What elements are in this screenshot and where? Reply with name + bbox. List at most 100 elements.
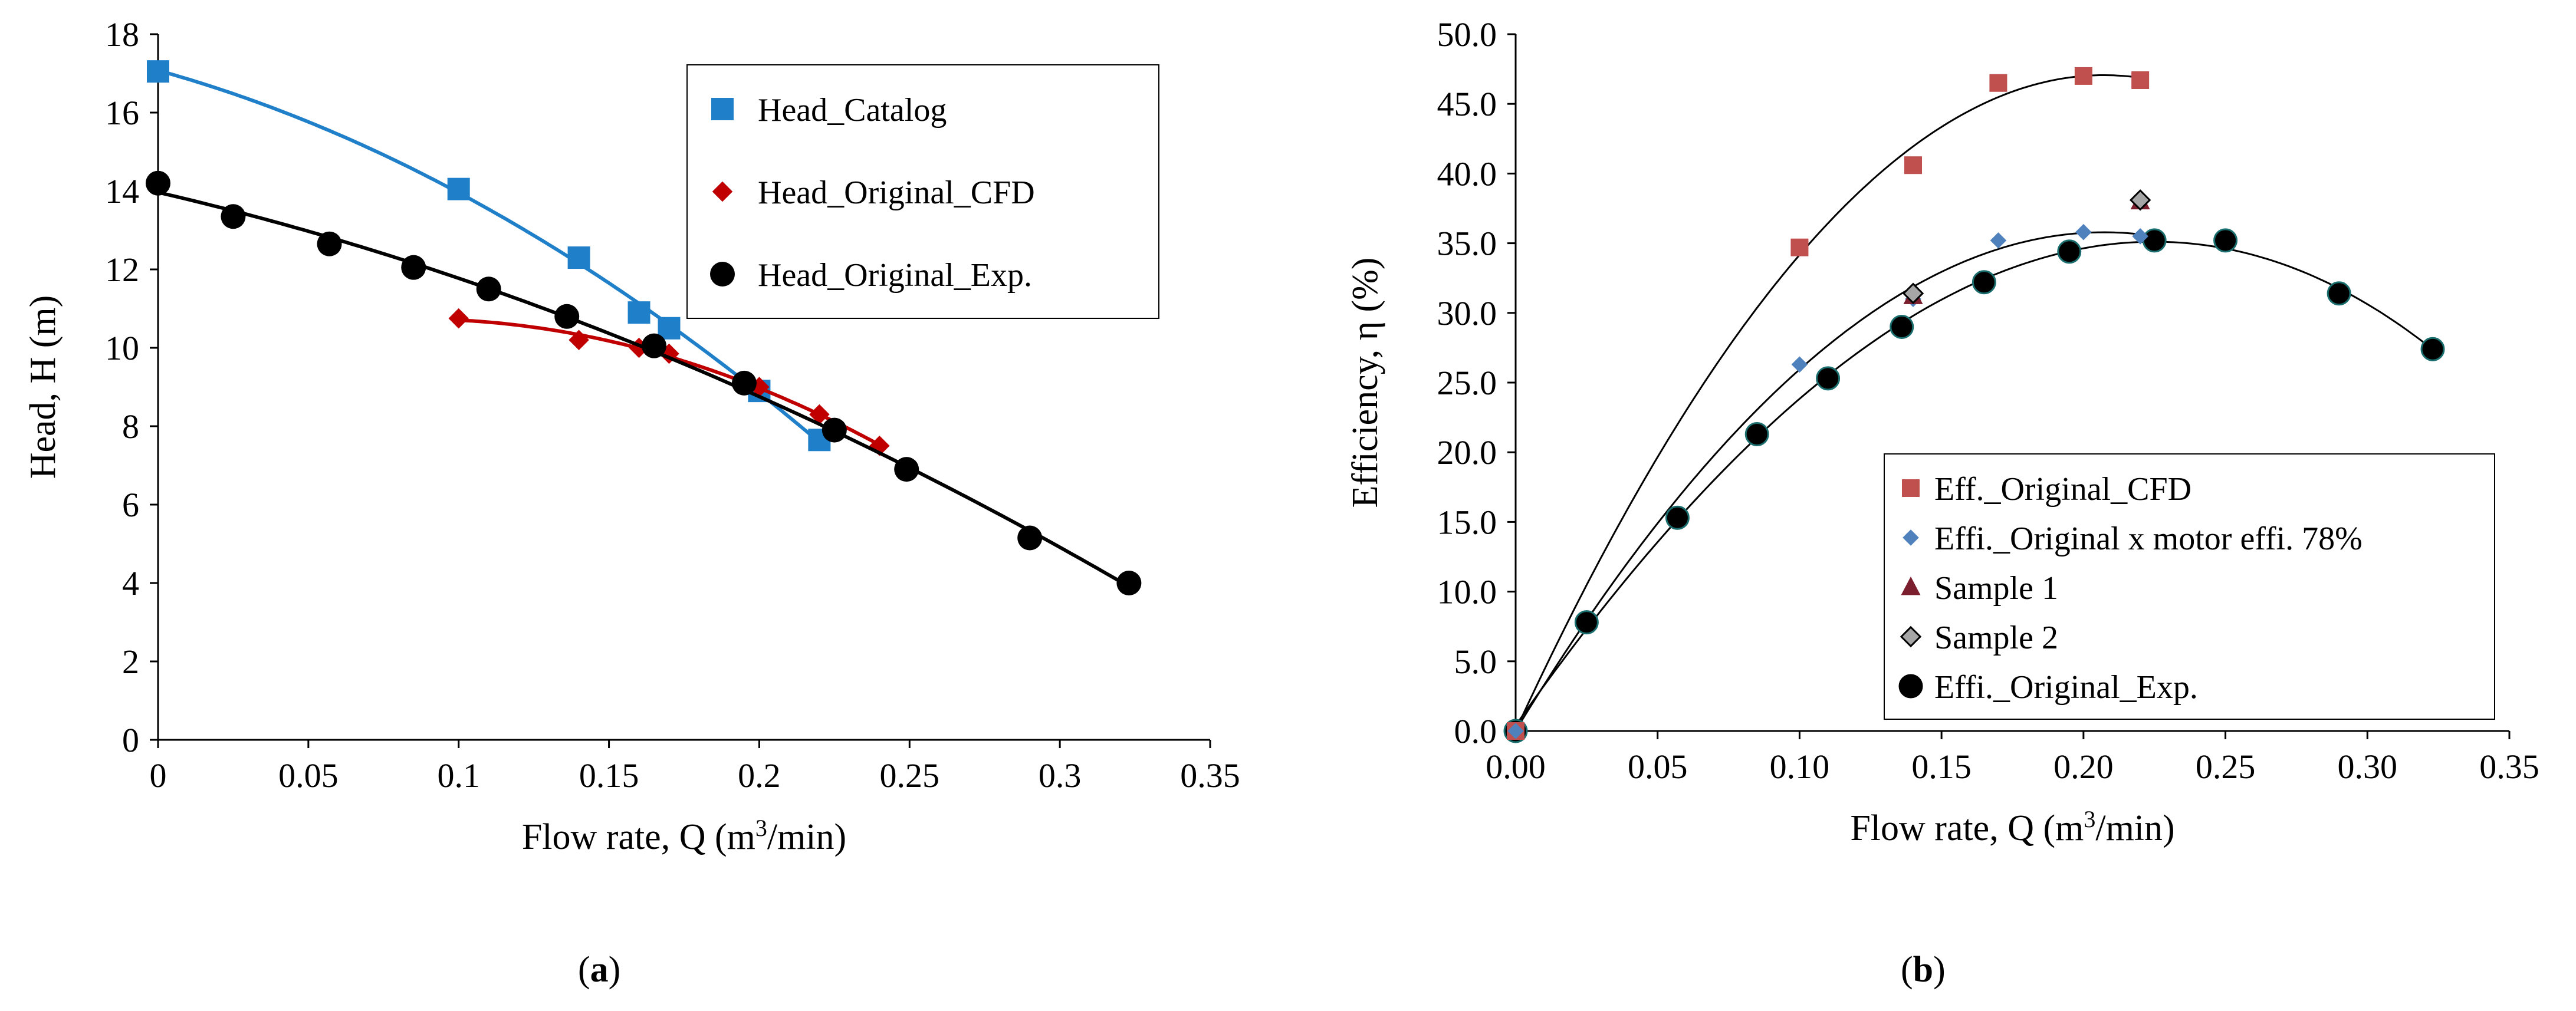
- b-point-effi-original-x-motor-effi-78: [1990, 232, 2007, 249]
- b-legend-marker-eff-original-cfd: [1902, 479, 1920, 497]
- b-x-tick-label: 0.00: [1486, 747, 1546, 786]
- a-point-head-original-exp: [317, 231, 342, 256]
- a-point-head-original-exp: [731, 370, 757, 396]
- a-point-head-original-exp: [642, 333, 667, 358]
- b-point-effi-original-x-motor-effi-78: [2132, 228, 2148, 245]
- b-legend-label-sample-1: Sample 1: [1934, 570, 2058, 607]
- b-point-effi-original-exp: [2420, 337, 2445, 361]
- b-y-tick-label: 25.0: [1437, 364, 1497, 402]
- b-legend-marker-effi-original-exp: [1898, 674, 1923, 699]
- a-y-tick-label: 2: [122, 643, 139, 681]
- a-point-head-original-exp: [221, 204, 246, 229]
- a-point-head-original-cfd: [809, 404, 830, 425]
- b-series-sample-1: [1903, 190, 2150, 304]
- b-point-effi-original-exp: [2213, 228, 2238, 253]
- a-point-head-original-cfd: [569, 330, 589, 350]
- a-legend-label-head-catalog: Head_Catalog: [758, 92, 947, 129]
- a-x-axis-label: Flow rate, Q (m3/min): [522, 815, 846, 858]
- b-y-tick-label: 45.0: [1437, 85, 1497, 123]
- b-legend-entry-effi-original-exp: Effi._Original_Exp.: [1898, 669, 2198, 706]
- a-point-head-catalog: [658, 317, 681, 340]
- a-x-tick-label: 0: [150, 756, 167, 795]
- a-y-tick-label: 10: [105, 329, 139, 367]
- a-point-head-original-exp: [822, 417, 847, 443]
- panel-label-a-open: (: [578, 950, 590, 990]
- b-y-tick-label: 10.0: [1437, 573, 1497, 611]
- b-series-eff-original-cfd: [1507, 67, 2150, 740]
- b-point-effi-original-exp: [1574, 610, 1599, 635]
- a-point-head-original-exp: [554, 304, 580, 329]
- b-legend-box: [1884, 453, 2495, 720]
- a-y-tick-label: 4: [122, 564, 139, 602]
- b-y-tick-label: 0.0: [1454, 712, 1497, 750]
- a-point-head-catalog: [447, 177, 470, 200]
- b-point-effi-original-exp: [1816, 366, 1841, 391]
- a-x-tick-label: 0.35: [1180, 756, 1240, 795]
- panel-label-a-close: ): [608, 950, 621, 990]
- b-legend-marker-sample-2: [1900, 625, 1922, 648]
- b-point-effi-original-x-motor-effi-78: [1791, 356, 1808, 373]
- b-y-tick-label: 35.0: [1437, 225, 1497, 263]
- b-point-effi-original-x-motor-effi-78: [2075, 223, 2092, 241]
- a-point-head-original-exp: [1116, 571, 1142, 595]
- a-x-tick-label: 0.25: [880, 756, 940, 795]
- a-trend-line-head-catalog: [157, 68, 821, 444]
- chart-panel-a: 0 0.05 0.1 0.15 0.2 0.25 0.3 0.35 0 2 4 6 8 10 12 14 16 1…: [23, 15, 1240, 857]
- a-legend-entry-head-catalog: Head_Catalog: [711, 92, 947, 129]
- b-legend-label-effi-original-exp: Effi._Original_Exp.: [1934, 669, 2198, 706]
- a-series-head-original-exp: [146, 170, 1142, 595]
- b-series-sample-2: [1902, 189, 2151, 304]
- a-point-head-original-exp: [476, 276, 501, 302]
- panel-label-a-letter: a: [590, 950, 609, 990]
- a-y-tick-label: 12: [105, 251, 139, 289]
- b-y-axis-label: Efficiency, η (%): [1345, 258, 1385, 508]
- b-point-effi-original-exp: [2327, 281, 2351, 306]
- b-point-effi-original-exp: [1972, 270, 1996, 295]
- b-legend-entry-eff-original-cfd: Eff._Original_CFD: [1902, 471, 2191, 508]
- a-y-tick-label: 14: [105, 172, 139, 210]
- b-y-tick-label: 40.0: [1437, 154, 1497, 193]
- b-point-eff-original-cfd: [1989, 74, 2007, 92]
- a-x-tick-label: 0.15: [579, 756, 639, 795]
- b-x-tick-label: 0.05: [1628, 747, 1688, 786]
- a-point-head-original-cfd: [448, 308, 469, 329]
- b-x-tick-label: 0.10: [1770, 747, 1830, 786]
- b-x-axis-label: Flow rate, Q (m3/min): [1850, 806, 2174, 849]
- a-y-tick-label: 16: [105, 94, 139, 132]
- b-point-effi-original-exp: [1665, 505, 1690, 530]
- b-legend-label-sample-2: Sample 2: [1934, 620, 2058, 656]
- b-point-effi-original-exp: [1890, 314, 1914, 339]
- panel-label-b-close: ): [1933, 950, 1946, 990]
- a-point-head-catalog: [627, 301, 650, 324]
- b-x-tick-label: 0.25: [2196, 747, 2256, 786]
- b-x-tick-label: 0.30: [2338, 747, 2398, 786]
- a-x-tick-label: 0.1: [437, 756, 480, 795]
- b-legend-entry-sample-1: Sample 1: [1901, 570, 2058, 607]
- b-x-tick-label: 0.20: [2053, 747, 2114, 786]
- a-y-axis-label: Head, H (m): [23, 295, 63, 479]
- b-point-eff-original-cfd: [1904, 156, 1922, 174]
- a-point-head-catalog: [147, 60, 169, 83]
- b-x-tick-label: 0.15: [1911, 747, 1972, 786]
- b-x-tick-label: 0.35: [2479, 747, 2539, 786]
- b-point-effi-original-exp: [2057, 239, 2082, 264]
- b-legend-label-effi-original-x-motor-effi-78: Effi._Original x motor effi. 78%: [1934, 521, 2363, 557]
- a-x-tick-label: 0.2: [738, 756, 781, 795]
- panel-label-b-letter: b: [1913, 950, 1934, 990]
- b-legend-marker-sample-1: [1901, 577, 1921, 595]
- b-y-tick-label: 5.0: [1454, 643, 1497, 681]
- a-y-tick-label: 8: [122, 407, 139, 446]
- b-y-tick-label: 50.0: [1437, 15, 1497, 54]
- b-trend-line-eff-original-cfd: [1514, 74, 2141, 731]
- a-legend-marker-head-catalog: [711, 98, 734, 120]
- a-legend-marker-head-original-cfd: [712, 181, 733, 202]
- a-point-head-original-exp: [146, 170, 170, 196]
- b-point-effi-original-x-motor-effi-78: [1507, 723, 1524, 739]
- b-legend-entry-effi-original-x-motor-effi-78: Effi._Original x motor effi. 78%: [1903, 521, 2363, 557]
- a-legend-entry-head-original-exp: Head_Original_Exp.: [710, 257, 1032, 294]
- a-y-tick-label: 0: [122, 721, 139, 759]
- chart-panel-b: 0.00 0.05 0.10 0.15 0.20 0.25 0.30 0.35 0.0 5.0 10…: [1345, 15, 2539, 848]
- a-legend-entry-head-original-cfd: Head_Original_CFD: [712, 174, 1035, 211]
- b-trend-line-effi-original-x-motor-effi-78: [1514, 231, 2141, 732]
